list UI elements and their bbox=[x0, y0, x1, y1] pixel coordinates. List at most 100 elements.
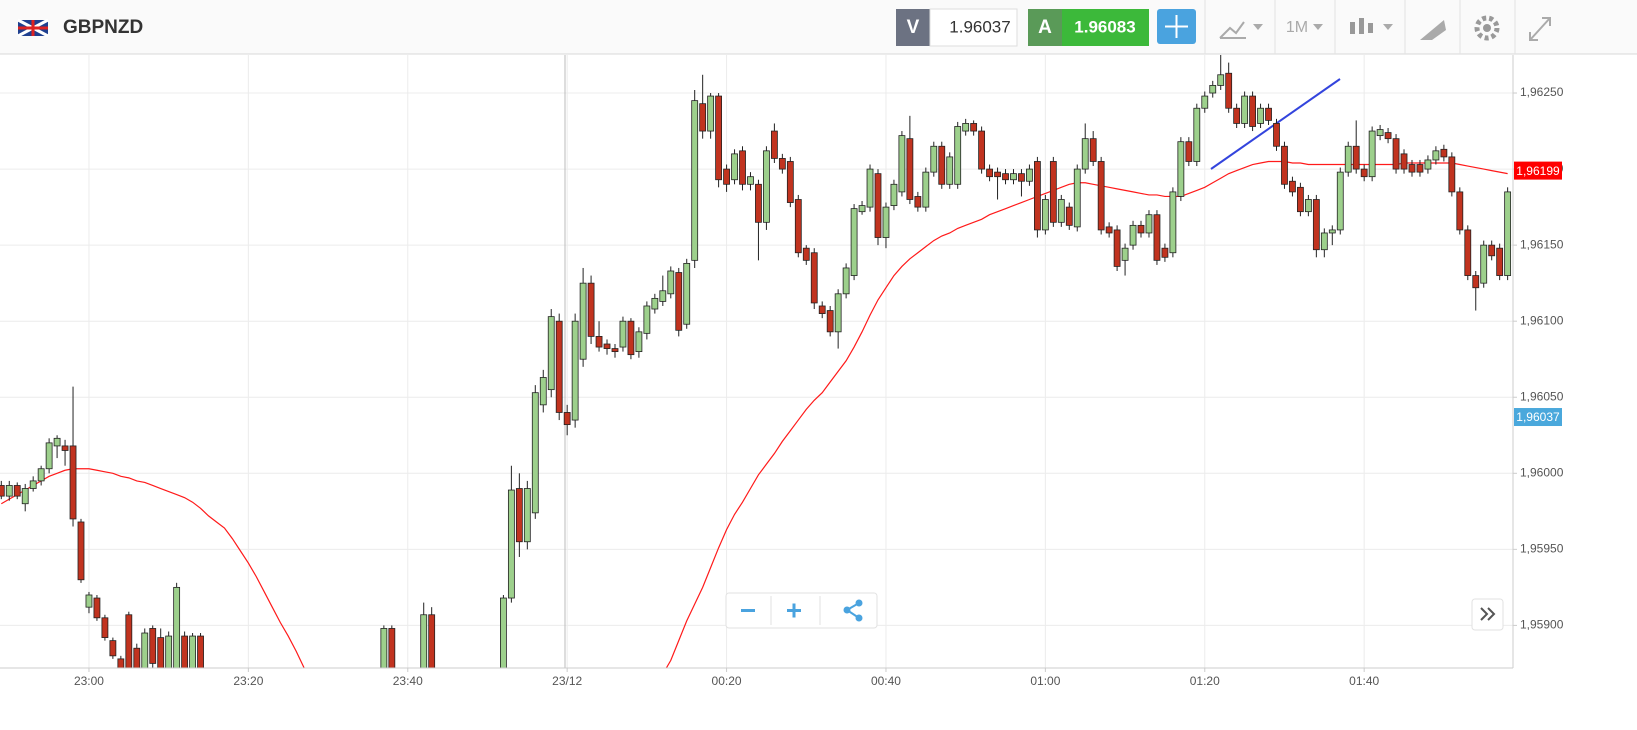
candle-body bbox=[61, 445, 69, 451]
candle-body bbox=[1472, 275, 1480, 289]
candle-body bbox=[1113, 229, 1121, 267]
candle-body bbox=[794, 199, 802, 254]
candle-body bbox=[962, 123, 970, 132]
plot-area bbox=[0, 55, 1512, 668]
candle-body bbox=[898, 135, 906, 193]
candle-body bbox=[1297, 186, 1304, 213]
candle-body bbox=[1320, 232, 1328, 251]
draw-icon[interactable] bbox=[1420, 20, 1446, 40]
price-marker-label: 1,96037 bbox=[1516, 410, 1560, 424]
candle-body bbox=[1257, 107, 1264, 124]
candle-body bbox=[834, 293, 842, 333]
candle-body bbox=[1201, 95, 1209, 109]
candle-body bbox=[1065, 206, 1073, 226]
candle-body bbox=[1233, 107, 1241, 124]
candle-body bbox=[1193, 107, 1201, 162]
candle-body bbox=[866, 168, 874, 208]
candle-body bbox=[994, 171, 1001, 178]
price-marker bbox=[1514, 161, 1562, 180]
candle-body bbox=[1177, 141, 1185, 197]
candle-body bbox=[1376, 129, 1384, 137]
buy-price-box[interactable] bbox=[1062, 9, 1149, 46]
settings-icon[interactable] bbox=[1474, 15, 1500, 41]
candle-body bbox=[380, 628, 388, 668]
candle-body bbox=[563, 412, 571, 426]
buy-button[interactable] bbox=[1028, 9, 1062, 46]
candle-body bbox=[13, 485, 21, 497]
chart-type-icon[interactable] bbox=[1219, 21, 1246, 39]
candle-body bbox=[5, 485, 13, 497]
x-tick-label: 01:20 bbox=[1190, 674, 1220, 688]
candle-body bbox=[1089, 138, 1097, 162]
candle-body bbox=[930, 145, 938, 173]
candle-body bbox=[1480, 244, 1488, 284]
candle-body bbox=[1392, 138, 1400, 170]
candle-body bbox=[611, 348, 619, 353]
candle-body bbox=[555, 320, 563, 413]
candle-body bbox=[595, 336, 603, 348]
candle-body bbox=[619, 320, 627, 348]
candle-icon[interactable] bbox=[1350, 18, 1373, 34]
candle-body bbox=[1105, 226, 1113, 234]
candle-body bbox=[165, 635, 173, 668]
candle-body bbox=[707, 95, 715, 132]
candle-body bbox=[1273, 123, 1280, 147]
candle-body bbox=[850, 208, 858, 276]
candle-body bbox=[1312, 199, 1320, 251]
candle-body bbox=[1121, 247, 1129, 261]
candle-body bbox=[723, 168, 730, 185]
candle-body bbox=[547, 316, 555, 391]
scroll-right-icon bbox=[1480, 607, 1496, 621]
candle-body bbox=[37, 468, 45, 482]
candle-body bbox=[922, 171, 930, 208]
candle-body bbox=[21, 488, 29, 505]
y-tick-label: 1,96000 bbox=[1520, 465, 1564, 479]
candle-body bbox=[388, 628, 396, 668]
candle-body bbox=[515, 488, 523, 543]
candle-body bbox=[29, 480, 37, 489]
candle-body bbox=[659, 290, 667, 302]
candle-body bbox=[1408, 164, 1416, 173]
candle-body bbox=[1129, 224, 1137, 246]
candle-body bbox=[539, 377, 547, 406]
zoom-in[interactable] bbox=[787, 603, 801, 618]
candle-body bbox=[715, 95, 722, 181]
candle-body bbox=[603, 343, 611, 349]
candle-body bbox=[770, 130, 778, 159]
timeframe[interactable]: 1M bbox=[1286, 19, 1308, 36]
candle-body bbox=[818, 305, 826, 314]
candle-body bbox=[1289, 180, 1296, 193]
candle-body bbox=[1161, 247, 1169, 258]
candle-body bbox=[1057, 199, 1065, 223]
candle-body bbox=[1169, 191, 1177, 254]
candle-body bbox=[810, 252, 818, 304]
candle-body bbox=[133, 647, 141, 668]
candle-body bbox=[1360, 168, 1368, 178]
candle-body bbox=[181, 635, 189, 668]
x-tick-label: 01:40 bbox=[1349, 674, 1379, 688]
sell-price-box[interactable] bbox=[929, 8, 1018, 47]
candle-body bbox=[675, 272, 683, 331]
candle-body bbox=[125, 614, 133, 668]
candle-body bbox=[1153, 214, 1161, 261]
y-tick-label: 1,96250 bbox=[1520, 85, 1564, 99]
candle-body bbox=[1265, 107, 1272, 121]
candle-body bbox=[747, 176, 754, 185]
candle-body bbox=[1432, 150, 1440, 161]
share-button[interactable] bbox=[843, 599, 863, 622]
settings-icon-center bbox=[1483, 24, 1491, 32]
candle-body bbox=[938, 145, 946, 185]
candle-body bbox=[197, 635, 204, 668]
candle-body bbox=[1504, 191, 1512, 276]
candle-body bbox=[173, 586, 181, 668]
fullscreen-icon[interactable] bbox=[1529, 17, 1551, 41]
candle-body bbox=[507, 489, 515, 599]
sell-button[interactable] bbox=[896, 9, 930, 46]
candle-body bbox=[1249, 95, 1256, 127]
candle-body bbox=[1344, 145, 1352, 173]
candle-body bbox=[1225, 72, 1233, 109]
candle-body bbox=[571, 320, 579, 421]
candle-body bbox=[731, 153, 738, 181]
grid-layer bbox=[0, 55, 1513, 668]
candle-body bbox=[420, 614, 428, 668]
